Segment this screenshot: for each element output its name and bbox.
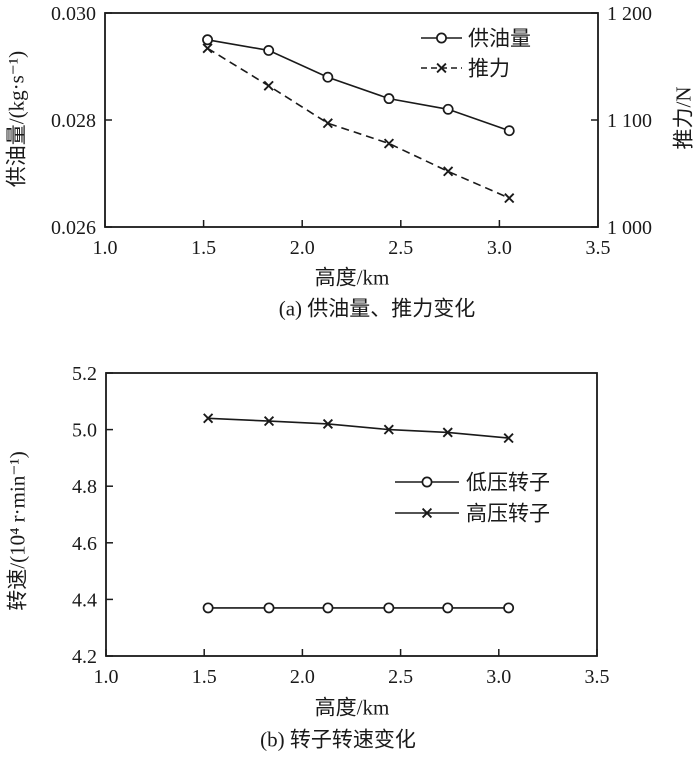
series-point-x-marker xyxy=(263,80,274,91)
series-line xyxy=(208,417,509,439)
series-point-x-marker xyxy=(202,43,213,54)
chart-a: 1.0 1.5 2.0 2.5 3.0 3.5 0.026 0.028 0.030 1 000 1 … xyxy=(51,3,652,259)
y-tick-label-left: 4.4 xyxy=(72,589,97,611)
series-point-x-marker xyxy=(504,193,515,204)
series-point-circle-marker xyxy=(383,93,395,105)
chart-a-xlabel: 高度/km xyxy=(314,265,390,290)
series-point-x-marker xyxy=(443,166,454,177)
y-tick-label-left: 0.028 xyxy=(51,110,96,132)
series-point-circle-marker xyxy=(202,602,214,614)
legend-circle-marker xyxy=(421,476,433,488)
x-tick-label: 3.0 xyxy=(486,666,511,688)
series-point-x-marker xyxy=(442,427,453,438)
x-tick-label: 3.5 xyxy=(585,666,610,688)
x-tick-label: 2.0 xyxy=(290,237,315,259)
series-point-circle-marker xyxy=(503,125,515,137)
series-point-x-marker xyxy=(263,416,275,427)
series-line xyxy=(207,39,510,132)
series-point-circle-marker xyxy=(322,602,334,614)
series-point-circle-marker xyxy=(322,71,334,83)
x-tick-label: 1.0 xyxy=(93,237,118,259)
x-tick-label: 3.5 xyxy=(586,237,611,259)
series-point-circle-marker xyxy=(383,602,395,614)
series-point-circle-marker xyxy=(263,602,275,614)
y-tick-label-right: 1 100 xyxy=(607,110,652,132)
series-point-x-marker xyxy=(383,424,394,435)
chart-b-ylabel-left: 转速/(10⁴ r·min⁻¹) xyxy=(5,451,30,611)
chart-a-ylabel-left: 供油量/(kg·s⁻¹) xyxy=(4,50,29,188)
y-tick-label-left: 4.8 xyxy=(72,476,97,498)
legend-circle-marker xyxy=(436,32,447,44)
y-tick-label-left: 0.026 xyxy=(51,217,96,239)
series-point-circle-marker xyxy=(442,103,454,115)
y-tick-label-right: 1 200 xyxy=(607,3,652,25)
legend-label: 高压转子 xyxy=(466,501,550,525)
y-tick-label-left: 4.6 xyxy=(72,533,97,555)
series-line xyxy=(207,47,510,199)
series-point-x-marker xyxy=(322,118,333,129)
chart-a-caption: (a) 供油量、推力变化 xyxy=(278,296,476,321)
chart-b-frame xyxy=(105,372,598,657)
legend-label: 低压转子 xyxy=(466,470,550,494)
x-tick-label: 1.5 xyxy=(191,237,216,259)
series-point-circle-marker xyxy=(503,602,515,614)
chart-b: 1.0 1.5 2.0 2.5 3.0 3.5 4.2 4.4 4.6 4.8 5.0 5.2 低压转子… xyxy=(72,363,610,688)
y-tick-label-right: 1 000 xyxy=(607,217,652,239)
series-point-circle-marker xyxy=(263,45,275,56)
series-point-x-marker xyxy=(322,418,334,430)
y-tick-label-left: 0.030 xyxy=(51,3,96,25)
legend-label: 推力 xyxy=(468,56,510,80)
x-tick-label: 1.5 xyxy=(192,666,217,688)
series-point-circle-marker xyxy=(202,34,213,46)
series-point-x-marker xyxy=(383,138,395,149)
x-tick-label: 2.5 xyxy=(388,237,413,259)
y-tick-label-left: 5.0 xyxy=(72,420,97,442)
series-point-circle-marker xyxy=(442,602,454,614)
legend-label: 供油量 xyxy=(468,26,531,50)
x-tick-label: 2.0 xyxy=(290,666,315,688)
legend-x-marker xyxy=(421,507,433,519)
x-tick-label: 1.0 xyxy=(94,666,119,688)
y-tick-label-left: 5.2 xyxy=(72,363,97,385)
x-tick-label: 3.0 xyxy=(487,237,512,259)
legend-x-marker xyxy=(436,62,447,74)
chart-a-ylabel-right: 推力/N xyxy=(671,86,696,150)
chart-b-xlabel: 高度/km xyxy=(314,695,390,720)
series-point-x-marker xyxy=(203,413,214,424)
series-point-x-marker xyxy=(503,433,514,444)
x-tick-label: 2.5 xyxy=(388,666,413,688)
chart-b-caption: (b) 转子转速变化 xyxy=(260,727,416,752)
y-tick-label-left: 4.2 xyxy=(72,646,97,668)
